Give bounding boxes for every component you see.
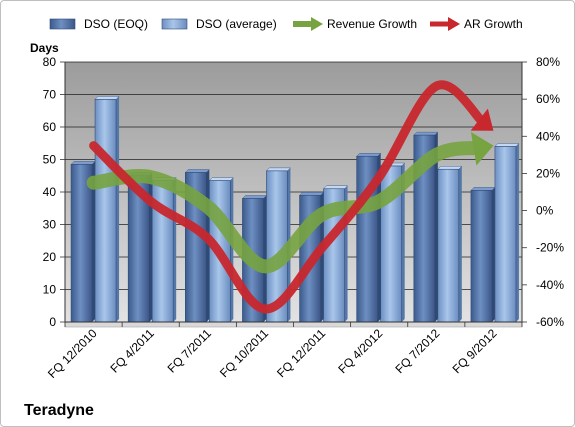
y2-tick-label: 40% <box>536 129 560 143</box>
bar <box>70 164 93 323</box>
bar-top <box>241 195 267 199</box>
growth-arrows <box>86 80 494 314</box>
arrow-head <box>470 108 494 131</box>
y2-tick-label: -40% <box>536 278 564 292</box>
bar-side <box>92 161 96 322</box>
bar-side <box>434 132 438 322</box>
x-tick-label: FQ 12/2011 <box>274 326 328 380</box>
y-tick-label: 30 <box>43 218 57 232</box>
bar-side <box>320 192 324 322</box>
y2-tick-label: 60% <box>536 92 560 106</box>
bar-top <box>208 177 234 181</box>
legend-label: AR Growth <box>464 17 523 31</box>
x-tick-label: FQ 7/2012 <box>392 326 442 376</box>
y2-tick-label: -20% <box>536 241 564 255</box>
x-tick-label: FQ 4/2011 <box>107 326 157 376</box>
bar-side <box>173 177 177 322</box>
y2-tick-label: 0% <box>536 204 554 218</box>
y2-tick-label: 20% <box>536 166 560 180</box>
bar <box>94 99 117 323</box>
legend-label: DSO (average) <box>196 17 277 31</box>
bar-side <box>515 143 519 322</box>
y-tick-label: 60 <box>43 120 57 134</box>
bar-side <box>230 177 234 322</box>
bar-top <box>94 96 120 100</box>
bar <box>470 190 493 323</box>
x-tick-label: FQ 9/2012 <box>450 326 500 376</box>
x-tick-label: FQ 12/2010 <box>45 326 100 381</box>
bar-side <box>458 166 462 322</box>
bar-top <box>413 131 439 136</box>
bar <box>494 146 517 323</box>
legend-swatch <box>161 18 188 30</box>
y-tick-label: 80 <box>43 55 57 69</box>
legend-arrow <box>311 17 323 31</box>
bar-top <box>356 153 382 157</box>
bar-top <box>265 167 291 172</box>
bar-side <box>149 172 153 322</box>
bar-top <box>437 166 463 170</box>
bar-side <box>263 195 267 322</box>
y2-tick-label: -60% <box>536 315 564 329</box>
bar-top <box>184 169 210 173</box>
series-line <box>89 80 488 314</box>
y-axis-label: Days <box>30 41 59 55</box>
company-caption: Teradyne <box>24 402 94 419</box>
x-tick-label: FQ 10/2011 <box>217 326 271 380</box>
legend-swatch <box>49 18 76 30</box>
legend: DSO (EOQ) DSO (average) Revenue Growth AR G… <box>49 17 523 31</box>
y-tick-label: 20 <box>43 250 57 264</box>
bar-top <box>70 161 96 165</box>
bar-top <box>494 143 520 147</box>
bar-side <box>491 187 495 322</box>
legend-label: Revenue Growth <box>327 17 417 31</box>
y-tick-label: 50 <box>43 153 57 167</box>
bar-top <box>323 185 349 189</box>
bar <box>437 168 460 323</box>
x-tick-label: FQ 4/2012 <box>335 326 385 376</box>
y-tick-label: 10 <box>43 283 57 297</box>
y2-tick-label: 80% <box>536 55 560 69</box>
legend-arrow <box>448 17 460 31</box>
arrow-head <box>470 132 494 166</box>
bar-top <box>470 187 496 191</box>
bar-side <box>401 163 405 322</box>
y-tick-label: 40 <box>43 185 57 199</box>
legend-label: DSO (EOQ) <box>84 17 148 31</box>
x-tick-label: FQ 7/2011 <box>165 326 215 376</box>
bar-side <box>116 96 120 322</box>
bar-top <box>299 192 325 196</box>
y-tick-label: 0 <box>49 315 56 329</box>
series-line <box>86 140 487 274</box>
y-tick-label: 70 <box>43 88 57 102</box>
